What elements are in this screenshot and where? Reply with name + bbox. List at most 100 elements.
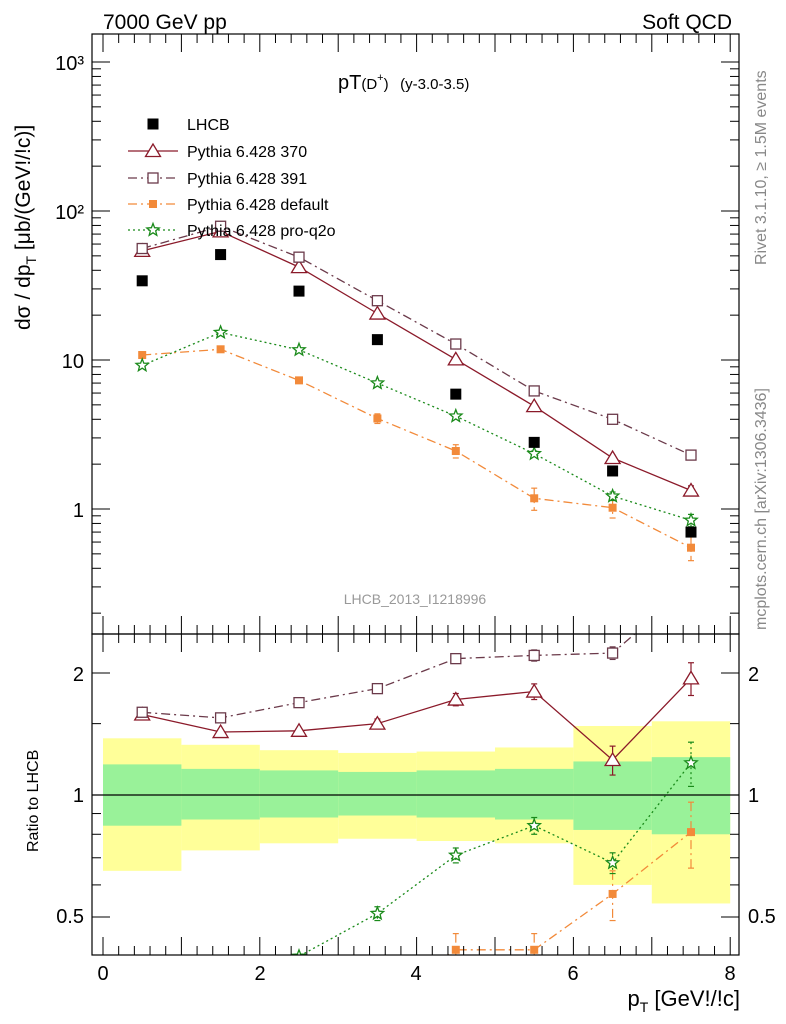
rivet-label: Rivet 3.1.10, ≥ 1.5M events: [753, 70, 770, 265]
main-data-point: [525, 397, 543, 413]
main-data-point: [368, 305, 387, 320]
xlabel-main: p: [627, 986, 639, 1011]
main-data-point: [685, 526, 697, 538]
ratio-series-pythia-6-428-default: [373, 801, 695, 1011]
ratio-data-point: [293, 696, 305, 709]
ratio-data-point: [290, 722, 308, 737]
main-data-point: [134, 357, 151, 373]
header-right: Soft QCD: [642, 11, 732, 34]
ratio-band-green: [181, 768, 260, 820]
main-data-point: [214, 220, 227, 232]
ratio-data-point: [214, 712, 227, 724]
main-series-pythia-6-428-pro-q2o: [134, 324, 699, 528]
legend-item: Pythia 6.428 391: [128, 171, 307, 188]
ratio-data-point: [291, 947, 307, 955]
ratio-data-point: [530, 945, 539, 954]
main-data-point: [371, 295, 384, 307]
ratio-data-point: [687, 828, 695, 837]
ratio-data-point: [371, 682, 384, 695]
ratio-band-green: [495, 768, 574, 820]
ratio-series-line: [447, 831, 692, 955]
main-data-point: [291, 341, 307, 357]
main-panel-series: [133, 220, 700, 562]
legend-item: Pythia 6.428 default: [128, 197, 329, 214]
ratio-data-point: [136, 1019, 148, 1024]
ratio-band-green: [259, 770, 339, 818]
ratio-data-point: [450, 652, 462, 665]
plot-title-sub: (D: [361, 76, 377, 93]
main-series-line: [141, 331, 692, 521]
main-data-point: [293, 251, 305, 263]
main-data-point: [608, 503, 617, 512]
axis-ticks: [92, 34, 739, 955]
main-series-line: [142, 348, 692, 549]
ytick-label-1: 1: [73, 500, 84, 522]
ratio-data-point: [211, 723, 230, 739]
main-data-point: [604, 487, 621, 503]
plot-title-main: pT: [338, 72, 361, 94]
main-data-point: [447, 351, 465, 366]
legend-marker: [147, 172, 159, 184]
ratio-tick-label-right-0.5: 0.5: [748, 906, 776, 928]
xlabel: pT [GeV!/!c]: [627, 986, 740, 1015]
ratio-series-pythia-6-428-391: [136, 634, 636, 724]
main-data-point: [530, 494, 539, 503]
xtick-label-0: 0: [97, 963, 108, 985]
legend-label: LHCB: [187, 117, 230, 134]
main-data-point: [447, 407, 464, 423]
main-data-point: [373, 414, 382, 423]
main-data-point: [136, 275, 148, 287]
legend-item: LHCB: [147, 117, 230, 134]
legend-label: Pythia 6.428 pro-q2o: [187, 223, 336, 240]
main-data-point: [528, 385, 540, 397]
legend-label: Pythia 6.428 391: [187, 171, 307, 188]
ratio-data-point: [525, 683, 543, 698]
main-data-point: [685, 449, 697, 461]
ratio-data-point: [608, 889, 617, 898]
main-data-point: [371, 334, 383, 346]
main-series-lhcb: [136, 249, 697, 538]
legend-item: Pythia 6.428 pro-q2o: [128, 221, 336, 240]
ratio-data-point: [214, 1000, 226, 1012]
main-data-point: [606, 413, 619, 425]
ratio-tick-label-right-1: 1: [748, 785, 759, 807]
ylabel-top-main: dσ / dp: [12, 264, 35, 330]
legend: LHCB Pythia 6.428 370 Pythia 6.428 391 Pyth…: [128, 117, 336, 240]
ylabel-top-sub: T: [23, 255, 39, 264]
xtick-label-4: 4: [410, 963, 421, 985]
main-data-point: [216, 345, 225, 354]
main-series-pythia-6-428-391: [136, 220, 697, 461]
ratio-data-point: [528, 649, 540, 662]
xlabel-unit: [GeV!/!c]: [648, 986, 740, 1011]
ratio-data-point: [136, 706, 148, 718]
main-data-point: [528, 436, 540, 448]
xtick-label-8: 8: [724, 963, 735, 985]
legend-label: Pythia 6.428 default: [187, 197, 329, 214]
main-data-point: [450, 388, 462, 400]
main-data-point: [451, 447, 460, 456]
main-data-point: [136, 242, 148, 255]
ratio-data-point: [606, 647, 619, 659]
ratio-data-point: [526, 817, 543, 833]
ratio-data-point: [603, 751, 622, 767]
ratio-band-green: [416, 770, 495, 818]
xtick-label-6: 6: [567, 963, 578, 985]
legend-marker: [145, 221, 161, 237]
ratio-tick-label-right-2: 2: [748, 664, 759, 686]
ratio-data-point: [373, 1003, 381, 1011]
main-data-point: [138, 351, 147, 360]
ratio-series-line: [142, 634, 636, 719]
plot-title: pT(D+) (y-3.0-3.5): [338, 72, 469, 94]
legend-marker: [144, 142, 162, 158]
main-data-point: [369, 374, 386, 390]
main-data-point: [687, 543, 695, 552]
ratio-tick-label-0.5: 0.5: [56, 906, 84, 928]
ratio-data-point: [447, 846, 464, 862]
main-data-point: [607, 465, 619, 477]
ylabel-bottom: Ratio to LHCB: [25, 750, 42, 852]
main-data-point: [295, 376, 303, 385]
plot-title-range: (y-3.0-3.5): [400, 76, 469, 93]
ratio-data-point: [369, 905, 386, 921]
main-data-point: [293, 285, 305, 297]
ratio-series-line: [142, 677, 692, 761]
